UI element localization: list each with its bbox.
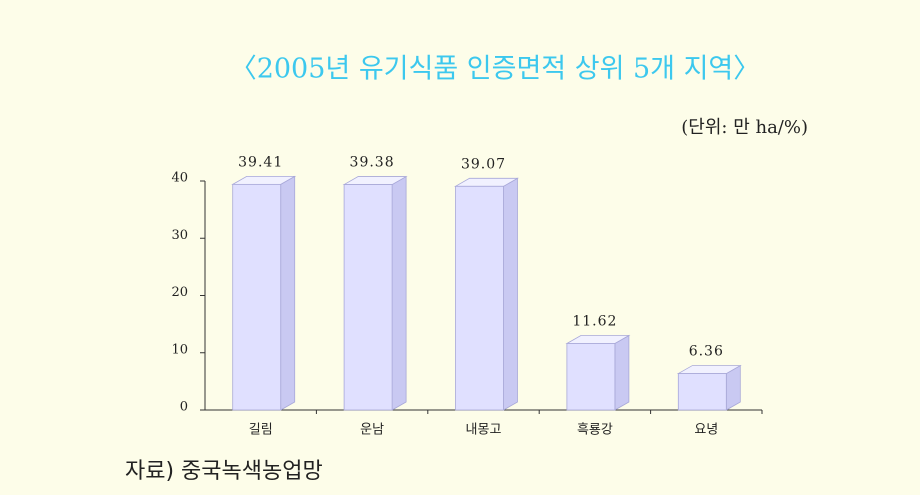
bar [677,373,727,411]
bar-side [280,175,296,411]
y-tick-label: 20 [171,285,188,300]
data-label: 6.36 [689,344,724,360]
bar [343,184,393,411]
bar [232,183,282,411]
x-tick-label: 요녕 [694,423,718,438]
bar-side [391,175,407,411]
source-note: 자료) 중국녹색농업망 [125,459,323,484]
x-tick-label: 길림 [249,423,273,438]
y-tick-label: 30 [171,228,188,243]
data-label: 39.07 [461,156,506,172]
y-tick-label: 10 [171,342,188,357]
x-tick-label: 흑룡강 [577,423,613,438]
bar [566,343,616,411]
data-label: 39.38 [350,155,395,171]
chart-title: 〈2005년 유기식품 인증면적 상위 5개 지역〉 [230,54,761,85]
x-tick-label: 운남 [360,423,384,438]
unit-label: (단위: 만 ha/%) [681,117,808,138]
bar [455,185,504,411]
data-label: 11.62 [572,313,617,329]
y-tick-label: 0 [180,400,188,415]
bar-side [503,177,518,411]
y-tick-label: 40 [171,171,188,186]
data-label: 39.41 [238,154,283,170]
bar-side [614,334,630,411]
x-tick-label: 내몽고 [466,423,502,438]
